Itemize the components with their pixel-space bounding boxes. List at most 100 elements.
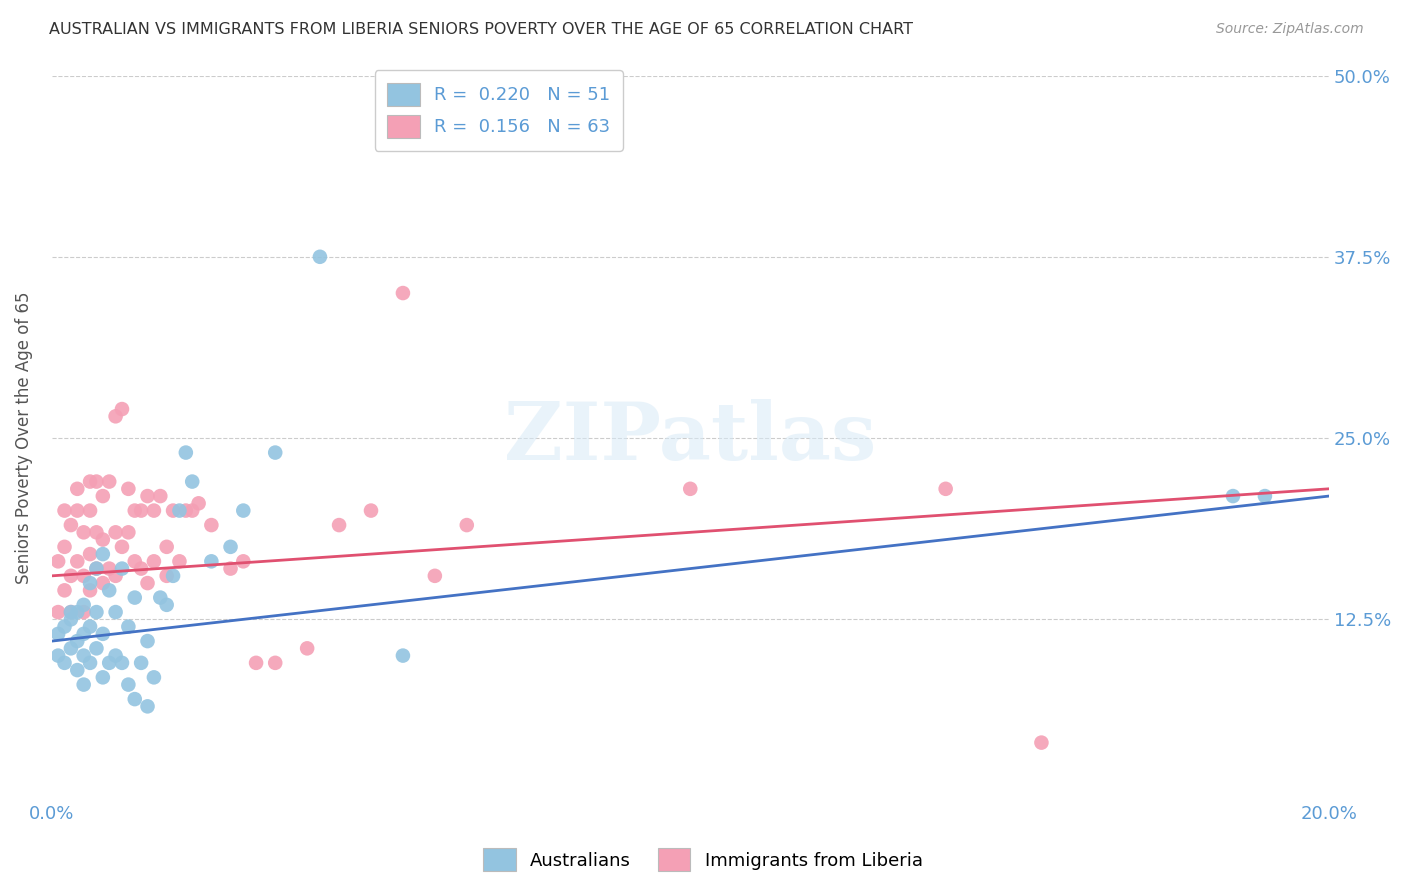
Y-axis label: Seniors Poverty Over the Age of 65: Seniors Poverty Over the Age of 65 bbox=[15, 292, 32, 584]
Point bbox=[111, 656, 134, 670]
Point bbox=[46, 605, 69, 619]
Point bbox=[73, 598, 96, 612]
Point bbox=[1031, 736, 1053, 750]
Point bbox=[91, 489, 114, 503]
Point bbox=[456, 518, 478, 533]
Point bbox=[91, 533, 114, 547]
Point bbox=[59, 612, 82, 626]
Point bbox=[73, 605, 96, 619]
Point bbox=[86, 561, 108, 575]
Point bbox=[1254, 489, 1277, 503]
Point bbox=[73, 569, 96, 583]
Point bbox=[295, 641, 318, 656]
Point bbox=[104, 605, 127, 619]
Point bbox=[66, 605, 89, 619]
Point bbox=[162, 569, 184, 583]
Point bbox=[91, 627, 114, 641]
Point bbox=[328, 518, 350, 533]
Point bbox=[136, 634, 159, 648]
Point bbox=[124, 591, 146, 605]
Point bbox=[86, 525, 108, 540]
Point bbox=[104, 648, 127, 663]
Point bbox=[98, 475, 121, 489]
Text: Source: ZipAtlas.com: Source: ZipAtlas.com bbox=[1216, 22, 1364, 37]
Point bbox=[79, 619, 101, 633]
Legend: Australians, Immigrants from Liberia: Australians, Immigrants from Liberia bbox=[475, 841, 931, 879]
Point bbox=[187, 496, 209, 510]
Point bbox=[79, 547, 101, 561]
Point bbox=[59, 641, 82, 656]
Point bbox=[124, 692, 146, 706]
Point bbox=[174, 445, 197, 459]
Text: ZIPatlas: ZIPatlas bbox=[505, 399, 876, 477]
Point bbox=[46, 554, 69, 568]
Point bbox=[111, 540, 134, 554]
Point bbox=[392, 648, 415, 663]
Point bbox=[73, 677, 96, 691]
Point bbox=[232, 503, 254, 517]
Point bbox=[66, 663, 89, 677]
Point bbox=[124, 554, 146, 568]
Point bbox=[117, 482, 139, 496]
Point bbox=[53, 503, 76, 517]
Point bbox=[129, 656, 152, 670]
Point bbox=[142, 670, 165, 684]
Point bbox=[53, 540, 76, 554]
Point bbox=[149, 489, 172, 503]
Point bbox=[162, 503, 184, 517]
Point bbox=[935, 482, 957, 496]
Point bbox=[98, 561, 121, 575]
Point bbox=[79, 583, 101, 598]
Point bbox=[111, 402, 134, 417]
Point bbox=[73, 627, 96, 641]
Point bbox=[104, 409, 127, 424]
Point bbox=[104, 525, 127, 540]
Point bbox=[79, 656, 101, 670]
Point bbox=[169, 554, 191, 568]
Point bbox=[53, 656, 76, 670]
Point bbox=[79, 503, 101, 517]
Point bbox=[46, 648, 69, 663]
Point bbox=[264, 656, 287, 670]
Point bbox=[264, 445, 287, 459]
Point bbox=[232, 554, 254, 568]
Point bbox=[679, 482, 702, 496]
Point bbox=[169, 503, 191, 517]
Point bbox=[129, 561, 152, 575]
Point bbox=[200, 518, 222, 533]
Text: AUSTRALIAN VS IMMIGRANTS FROM LIBERIA SENIORS POVERTY OVER THE AGE OF 65 CORRELA: AUSTRALIAN VS IMMIGRANTS FROM LIBERIA SE… bbox=[49, 22, 914, 37]
Point bbox=[98, 583, 121, 598]
Point bbox=[423, 569, 446, 583]
Point bbox=[156, 540, 179, 554]
Point bbox=[174, 503, 197, 517]
Point bbox=[79, 475, 101, 489]
Point bbox=[53, 619, 76, 633]
Point bbox=[91, 670, 114, 684]
Point bbox=[59, 605, 82, 619]
Point bbox=[66, 554, 89, 568]
Point bbox=[136, 699, 159, 714]
Point bbox=[66, 482, 89, 496]
Point bbox=[200, 554, 222, 568]
Point bbox=[219, 561, 242, 575]
Point bbox=[245, 656, 267, 670]
Point bbox=[360, 503, 382, 517]
Point bbox=[156, 569, 179, 583]
Point bbox=[79, 576, 101, 591]
Point bbox=[136, 489, 159, 503]
Point bbox=[392, 286, 415, 301]
Point bbox=[59, 605, 82, 619]
Point bbox=[117, 525, 139, 540]
Point bbox=[53, 583, 76, 598]
Point bbox=[86, 561, 108, 575]
Point bbox=[66, 634, 89, 648]
Point bbox=[129, 503, 152, 517]
Point bbox=[46, 627, 69, 641]
Point bbox=[73, 648, 96, 663]
Point bbox=[59, 518, 82, 533]
Point bbox=[149, 591, 172, 605]
Point bbox=[219, 540, 242, 554]
Legend: R =  0.220   N = 51, R =  0.156   N = 63: R = 0.220 N = 51, R = 0.156 N = 63 bbox=[374, 70, 623, 151]
Point bbox=[59, 569, 82, 583]
Point bbox=[142, 554, 165, 568]
